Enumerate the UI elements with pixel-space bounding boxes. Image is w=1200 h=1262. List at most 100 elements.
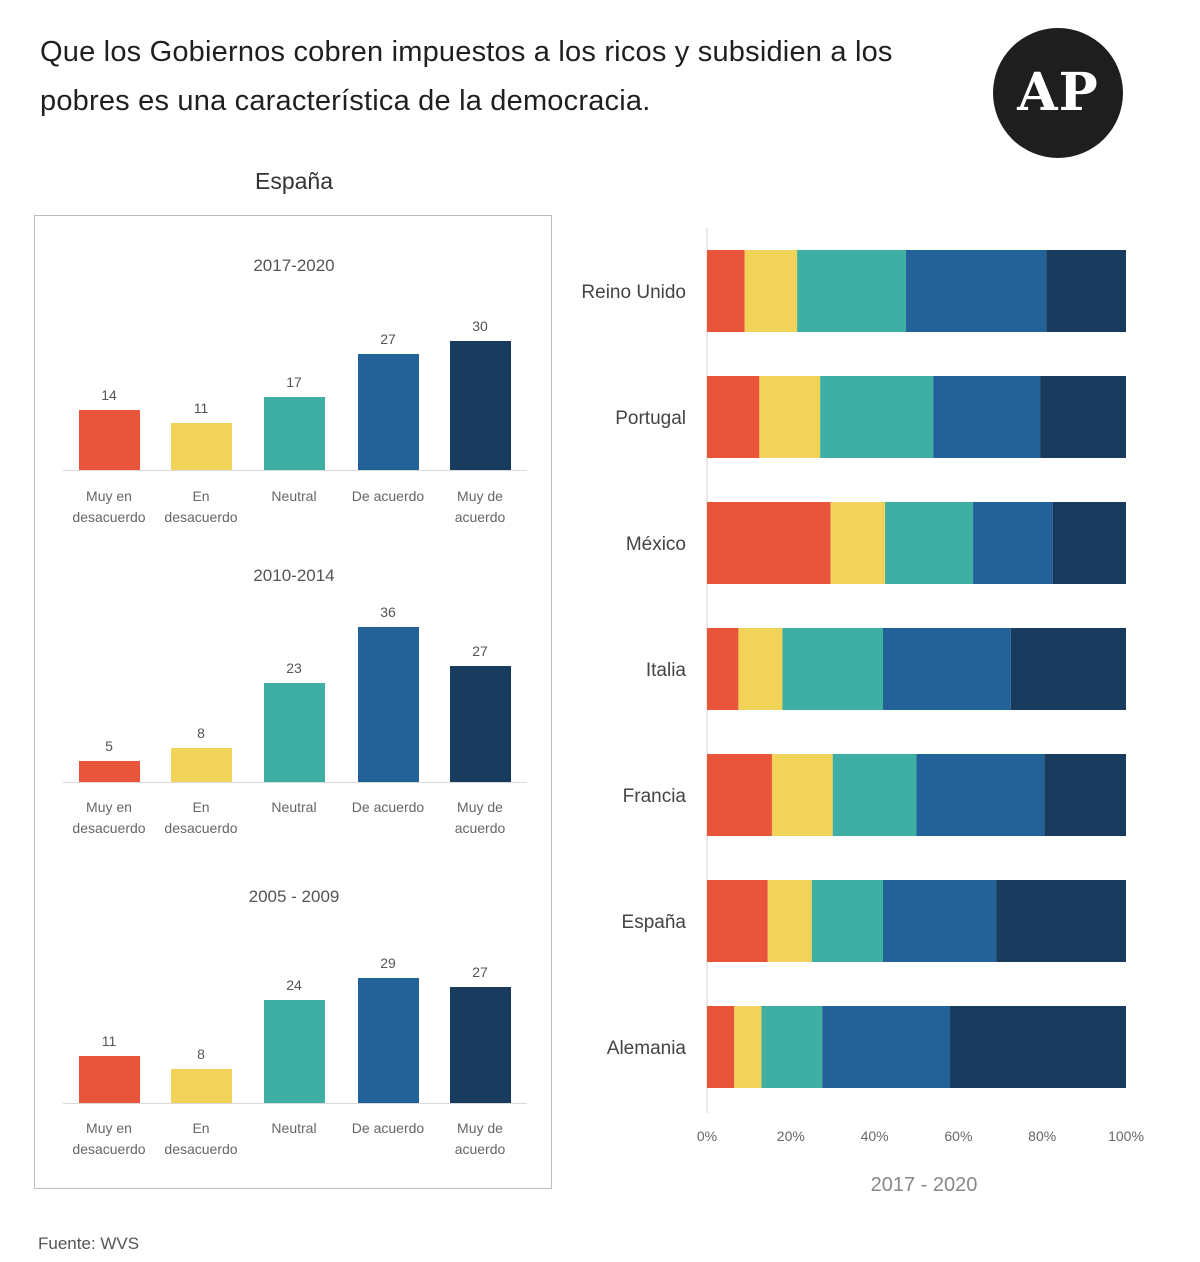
category-label: De acuerdo: [351, 1120, 425, 1136]
bar-segment: [1044, 754, 1126, 836]
source-note: Fuente: WVS: [38, 1234, 140, 1253]
bar-segment: [797, 250, 907, 332]
category-label: De acuerdo: [351, 488, 425, 504]
bar-segment: [906, 250, 1047, 332]
data-label: 11: [101, 1032, 117, 1049]
bar-segment: [707, 1006, 735, 1088]
bar: [78, 1055, 140, 1103]
category-label: Muy en desacuerdo: [72, 1120, 146, 1157]
category-label: Alemania: [607, 1038, 687, 1059]
data-label: 27: [472, 642, 488, 659]
bar: [263, 683, 325, 782]
bar-segment: [771, 754, 833, 836]
bar-segment: [738, 628, 783, 710]
bar: [357, 353, 419, 470]
data-label: 29: [380, 955, 396, 972]
data-label: 23: [286, 660, 302, 677]
data-label: 8: [197, 1045, 205, 1062]
bar-segment: [973, 502, 1053, 584]
bar-segment: [707, 250, 745, 332]
category-label: Muy de acuerdo: [454, 1120, 506, 1157]
bar-segment: [882, 628, 1011, 710]
data-label: 36: [380, 604, 396, 621]
category-label: Muy en desacuerdo: [72, 488, 146, 525]
data-label: 27: [472, 963, 488, 980]
baseline: [63, 1103, 527, 1104]
bar-segment: [707, 754, 772, 836]
bar: [170, 747, 232, 782]
category-label: Neutral: [271, 488, 317, 504]
bar-segment: [996, 880, 1126, 962]
x-axis-label: 2017 - 2020: [871, 1174, 978, 1196]
bar: [263, 999, 325, 1103]
bar: [78, 760, 140, 782]
bar-segment: [1040, 376, 1126, 458]
x-tick-label: 80%: [1028, 1128, 1056, 1144]
category-label: Portugal: [615, 408, 686, 429]
bar-segment: [1052, 502, 1126, 584]
bar-segment: [782, 628, 883, 710]
bar: [449, 665, 511, 782]
bar: [357, 978, 419, 1103]
bar: [357, 627, 419, 782]
stacked-bar-chart: Reino Unido Portugal México Italia Francia Es…: [581, 228, 1144, 1196]
bar-segment: [811, 880, 883, 962]
category-label: Muy de acuerdo: [454, 799, 506, 836]
data-label: 24: [286, 976, 302, 993]
bar: [170, 1068, 232, 1103]
bar-segment: [916, 754, 1045, 836]
ap-logo: AP: [993, 28, 1123, 158]
x-tick-label: 40%: [861, 1128, 889, 1144]
bar-segment: [950, 1006, 1126, 1088]
bar-segment: [832, 754, 917, 836]
data-label: 14: [101, 386, 117, 403]
bar: [449, 986, 511, 1103]
bar-segment: [707, 502, 831, 584]
data-label: 11: [193, 399, 209, 416]
period-title: 2010-2014: [253, 566, 335, 585]
bar-segment: [1046, 250, 1126, 332]
bar-segment: [820, 376, 934, 458]
x-tick-label: 0%: [697, 1128, 717, 1144]
x-tick-label: 100%: [1108, 1128, 1144, 1144]
bar-segment: [885, 502, 974, 584]
data-label: 27: [380, 330, 396, 347]
x-tick-label: 20%: [777, 1128, 805, 1144]
bar-segment: [933, 376, 1041, 458]
bar-segment: [734, 1006, 762, 1088]
chart-title: Que los Gobiernos cobren impuestos a los…: [40, 36, 893, 117]
data-label: 30: [472, 318, 488, 334]
bar: [78, 409, 140, 470]
period-title: 2005 - 2009: [248, 887, 340, 906]
category-label: En desacuerdo: [164, 1120, 238, 1157]
category-label: España: [622, 912, 687, 933]
data-label: 8: [197, 724, 205, 741]
bar-segment: [830, 502, 886, 584]
category-label: Francia: [623, 786, 687, 807]
x-tick-label: 60%: [944, 1128, 972, 1144]
category-label: En desacuerdo: [164, 488, 238, 525]
data-label: 17: [286, 373, 302, 390]
bar-segment: [707, 880, 768, 962]
category-label: Italia: [646, 660, 687, 681]
category-label: Neutral: [271, 799, 317, 815]
bar-segment: [707, 628, 739, 710]
bar: [170, 422, 232, 470]
bar: [449, 341, 511, 470]
bar: [263, 396, 325, 470]
bar-segment: [707, 376, 760, 458]
bar-segment: [759, 376, 821, 458]
baseline: [63, 470, 527, 471]
category-label: Muy de acuerdo: [454, 488, 506, 525]
spain-panel: 2017-2020 14 Muy en desacuerdo 11 En desacue…: [34, 215, 552, 1189]
category-label: En desacuerdo: [164, 799, 238, 836]
spain-panel-heading: España: [254, 168, 333, 194]
baseline: [63, 782, 527, 783]
category-label: Reino Unido: [581, 282, 686, 303]
bar-segment: [882, 880, 997, 962]
category-label: Neutral: [271, 1120, 317, 1136]
category-label: De acuerdo: [351, 799, 425, 815]
period-title: 2017-2020: [253, 256, 335, 275]
bar-segment: [744, 250, 798, 332]
category-label: México: [626, 534, 686, 555]
